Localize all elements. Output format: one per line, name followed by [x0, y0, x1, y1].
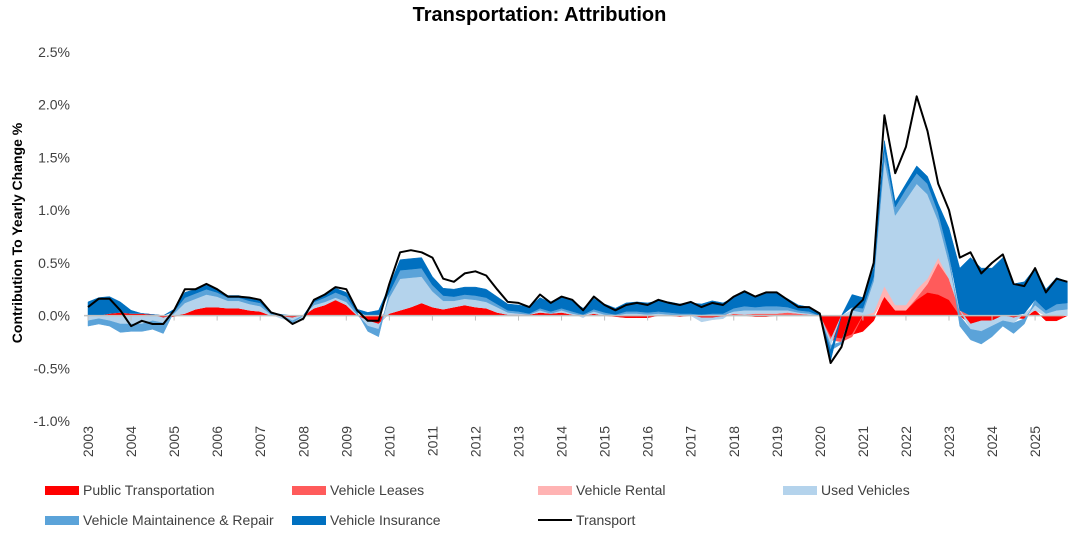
x-tick-label: 2021 — [855, 426, 871, 457]
legend-swatch — [783, 485, 817, 495]
x-tick-label: 2017 — [683, 426, 699, 457]
legend-item: Vehicle Maintainence & Repair — [45, 512, 274, 528]
x-tick-label: 2025 — [1027, 426, 1043, 457]
y-tick-label: 0.5% — [38, 255, 70, 271]
x-tick-label: 2018 — [726, 426, 742, 457]
legend-swatch — [45, 485, 79, 495]
x-tick-label: 2011 — [424, 426, 440, 456]
legend-label: Vehicle Insurance — [330, 512, 441, 528]
legend-item: Public Transportation — [45, 482, 215, 498]
x-tick-label: 2013 — [511, 426, 527, 457]
x-tick-label: 2019 — [769, 426, 785, 457]
legend-swatch — [538, 485, 572, 495]
legend-item: Used Vehicles — [783, 482, 910, 498]
y-tick-label: 0.0% — [38, 308, 70, 324]
x-tick-label: 2004 — [123, 426, 139, 457]
legend-label: Vehicle Maintainence & Repair — [83, 512, 274, 528]
x-tick-label: 2007 — [252, 426, 268, 457]
y-tick-label: 2.5% — [38, 44, 70, 60]
line-transport — [87, 95, 1068, 364]
x-tick-label: 2006 — [209, 426, 225, 457]
y-tick-label: 1.5% — [38, 149, 70, 165]
legend-label: Used Vehicles — [821, 482, 910, 498]
x-tick-label: 2022 — [898, 426, 914, 457]
x-tick-label: 2014 — [554, 426, 570, 457]
legend-swatch — [45, 515, 79, 525]
legend-item: Vehicle Rental — [538, 482, 666, 498]
legend-item: Vehicle Leases — [292, 482, 424, 498]
x-tick-label: 2020 — [812, 426, 828, 457]
y-tick-label: 1.0% — [38, 202, 70, 218]
x-tick-label: 2015 — [597, 426, 613, 457]
x-tick-label: 2023 — [941, 426, 957, 457]
legend-label: Vehicle Rental — [576, 482, 666, 498]
y-tick-label: -1.0% — [33, 413, 70, 429]
chart-title: Transportation: Attribution — [412, 4, 667, 26]
x-tick-label: 2005 — [166, 426, 182, 457]
legend-swatch — [292, 485, 326, 495]
y-tick-label: -0.5% — [33, 360, 70, 376]
area-vehicle-insurance — [87, 140, 1068, 361]
x-tick-label: 2012 — [467, 426, 483, 457]
legend-label: Transport — [576, 512, 636, 528]
x-tick-label: 2003 — [80, 426, 96, 457]
legend-item: Transport — [538, 512, 635, 528]
y-tick-label: 2.0% — [38, 97, 70, 113]
legend-label: Public Transportation — [83, 482, 215, 498]
legend-swatch — [538, 519, 572, 521]
legend-item: Vehicle Insurance — [292, 512, 441, 528]
legend-label: Vehicle Leases — [330, 482, 425, 498]
x-tick-label: 2016 — [640, 426, 656, 457]
x-tick-label: 2010 — [381, 426, 397, 457]
x-tick-label: 2024 — [984, 426, 1000, 457]
x-tick-label: 2009 — [338, 426, 354, 457]
legend-swatch — [292, 515, 326, 525]
x-tick-label: 2008 — [295, 426, 311, 457]
